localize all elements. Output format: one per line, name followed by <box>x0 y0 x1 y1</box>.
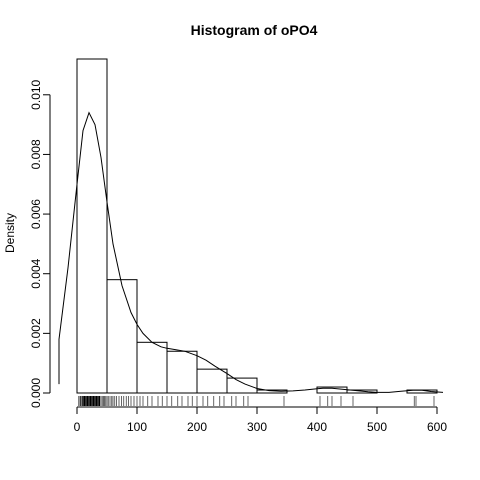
histogram-bar <box>346 389 378 394</box>
histogram-bar <box>196 368 228 394</box>
histogram-bars <box>76 58 438 394</box>
x-axis: 0 100 200 300 400 500 600 <box>74 406 447 434</box>
histogram-bar <box>226 377 258 394</box>
y-tick-label: 0.004 <box>29 258 43 288</box>
y-tick-label: 0.008 <box>29 139 43 169</box>
y-tick-label: 0.010 <box>29 79 43 109</box>
histogram-bar <box>166 350 198 394</box>
y-tick-label: 0.002 <box>29 318 43 348</box>
histogram-bar <box>76 58 108 394</box>
x-tick-label: 300 <box>247 420 267 434</box>
density-curve <box>58 111 444 393</box>
y-axis: 0.000 0.002 0.004 0.006 0.008 0.010 <box>29 79 51 408</box>
histogram-bar <box>106 279 138 394</box>
y-tick-label: 0.006 <box>29 199 43 229</box>
x-tick-label: 400 <box>307 420 327 434</box>
y-axis-label: Density <box>3 213 17 253</box>
density-line <box>58 111 444 393</box>
chart-title: Histogram of oPO4 <box>191 22 318 38</box>
x-tick-label: 500 <box>367 420 387 434</box>
x-tick-label: 200 <box>187 420 207 434</box>
histogram-bar <box>136 341 168 394</box>
x-tick-label: 600 <box>427 420 447 434</box>
rug-ticks <box>78 396 435 406</box>
x-tick-label: 100 <box>127 420 147 434</box>
x-tick-label: 0 <box>74 420 81 434</box>
y-tick-label: 0.000 <box>29 378 43 408</box>
